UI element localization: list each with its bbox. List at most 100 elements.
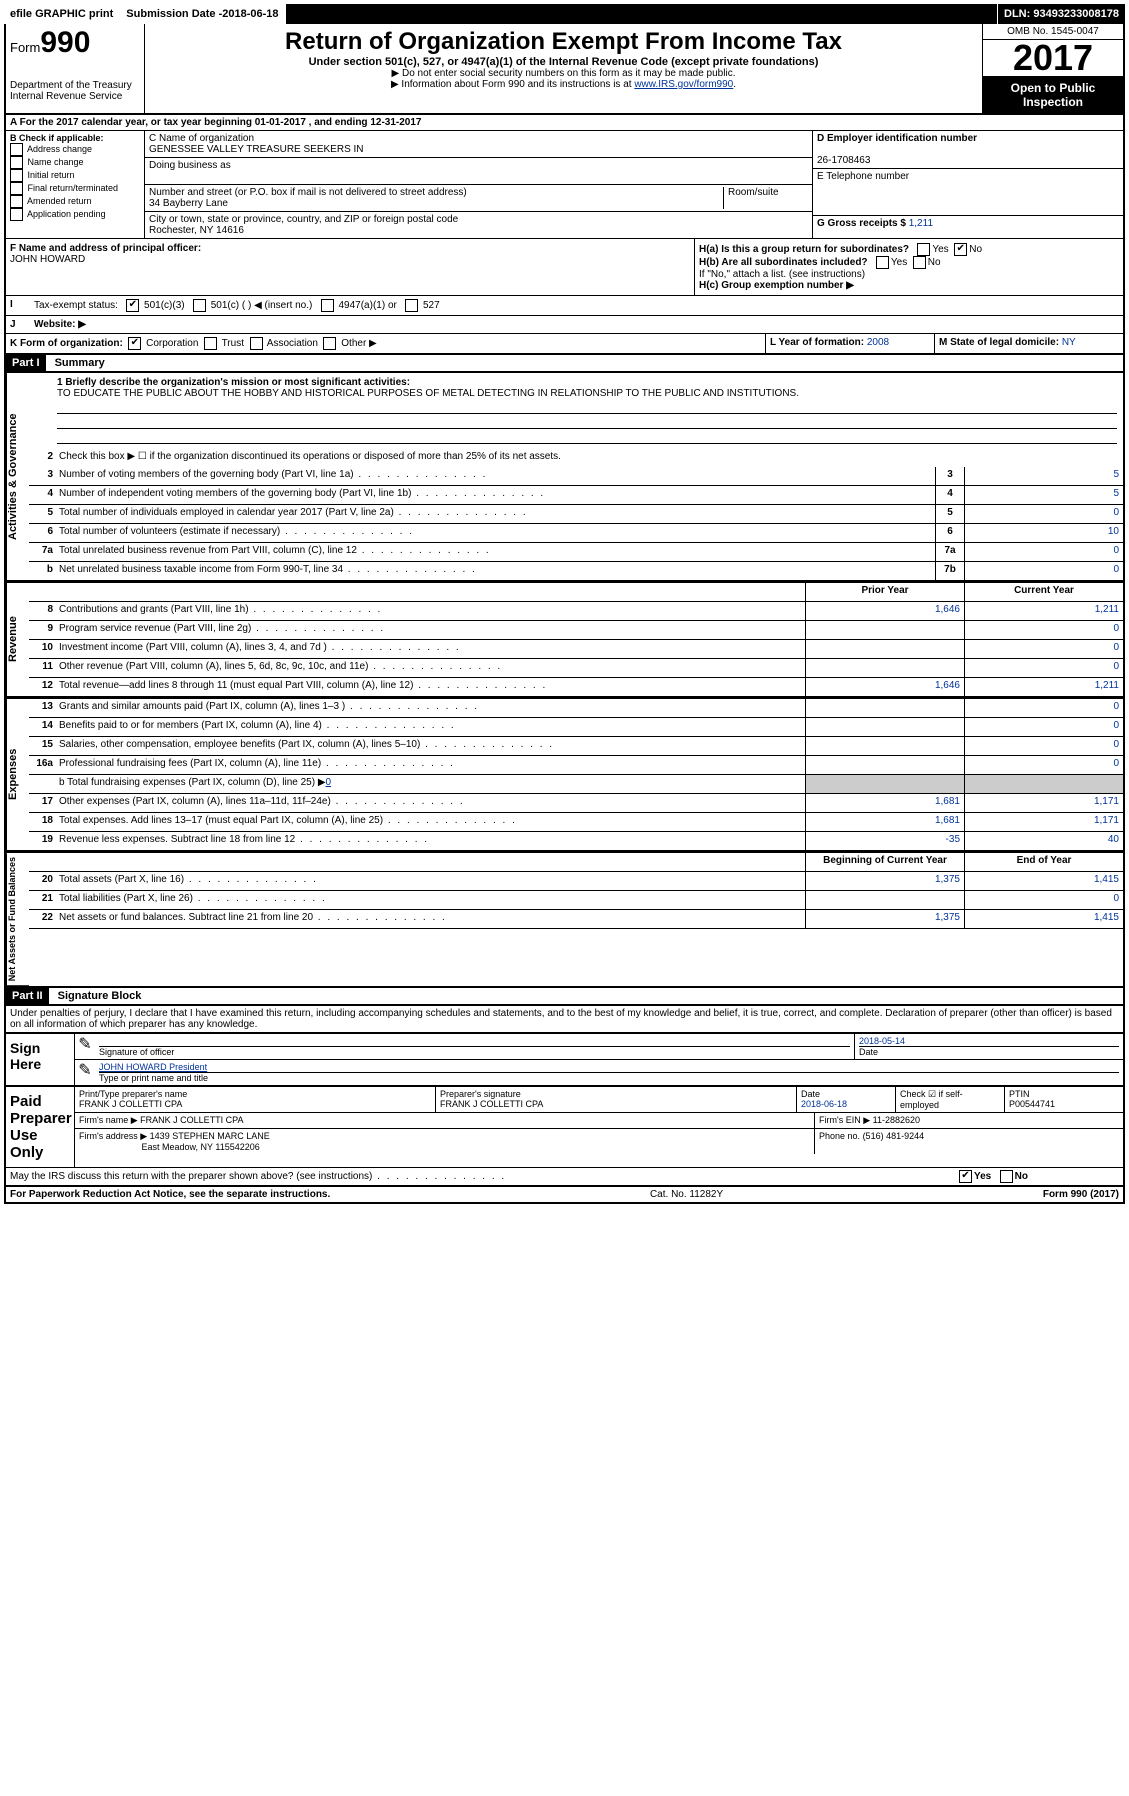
dba-label: Doing business as	[149, 160, 231, 171]
open-to-public: Open to Public Inspection	[983, 77, 1123, 113]
checkbox-501c3[interactable]	[126, 299, 139, 312]
checkbox-amended[interactable]	[10, 195, 23, 208]
box-h: H(a) Is this a group return for subordin…	[694, 239, 1123, 295]
paid-preparer-label: Paid Preparer Use Only	[6, 1087, 75, 1167]
header-right: OMB No. 1545-0047 2017 Open to Public In…	[982, 24, 1123, 113]
topbar-spacer	[286, 4, 998, 24]
checkbox-trust[interactable]	[204, 337, 217, 350]
perjury-statement: Under penalties of perjury, I declare th…	[6, 1006, 1123, 1033]
tax-year: 2017	[983, 40, 1123, 77]
top-bar: efile GRAPHIC print Submission Date - 20…	[4, 4, 1125, 24]
preparer-sig: FRANK J COLLETTI CPA	[440, 1099, 543, 1109]
sign-here-block: Sign Here ✎ Signature of officer 2018-05…	[6, 1033, 1123, 1086]
governance-tab: Activities & Governance	[6, 373, 29, 581]
identity-block: B Check if applicable: Address change Na…	[6, 131, 1123, 239]
checkbox-discuss-yes[interactable]	[959, 1170, 972, 1183]
checkbox-hb-no[interactable]	[913, 256, 926, 269]
efile-print-button[interactable]: efile GRAPHIC print	[4, 4, 120, 24]
gov-row: bNet unrelated business taxable income f…	[29, 562, 1123, 581]
checkbox-ha-no[interactable]	[954, 243, 967, 256]
addr-value: 34 Bayberry Lane	[149, 198, 228, 209]
row-j: J Website: ▶	[6, 316, 1123, 334]
irs-link[interactable]: www.IRS.gov/form990	[634, 79, 733, 90]
gov-row: 7aTotal unrelated business revenue from …	[29, 543, 1123, 562]
part-2-header: Part II Signature Block	[6, 986, 1123, 1006]
box-b: B Check if applicable: Address change Na…	[6, 131, 145, 238]
hc-label: H(c) Group exemption number ▶	[699, 280, 854, 291]
data-row: 11Other revenue (Part VIII, column (A), …	[29, 659, 1123, 678]
data-row: 20Total assets (Part X, line 16) 1,3751,…	[29, 872, 1123, 891]
checkbox-app-pending[interactable]	[10, 208, 23, 221]
mission-text: TO EDUCATE THE PUBLIC ABOUT THE HOBBY AN…	[57, 388, 799, 399]
pen-icon: ✎	[75, 1034, 95, 1059]
data-row: 10Investment income (Part VIII, column (…	[29, 640, 1123, 659]
checkbox-address-change[interactable]	[10, 143, 23, 156]
principal-officer: JOHN HOWARD	[10, 254, 85, 265]
box-c: C Name of organization GENESSEE VALLEY T…	[145, 131, 812, 238]
checkbox-final-return[interactable]	[10, 182, 23, 195]
checkbox-501c[interactable]	[193, 299, 206, 312]
expenses-tab: Expenses	[6, 699, 29, 851]
pen-icon: ✎	[75, 1060, 95, 1085]
prior-year-hdr: Prior Year	[805, 583, 964, 601]
gov-row: 3Number of voting members of the governi…	[29, 467, 1123, 486]
city-value: Rochester, NY 14616	[149, 225, 244, 236]
data-row: 12Total revenue—add lines 8 through 11 (…	[29, 678, 1123, 697]
officer-name[interactable]: JOHN HOWARD President	[99, 1062, 207, 1072]
checkbox-4947[interactable]	[321, 299, 334, 312]
page-footer: For Paperwork Reduction Act Notice, see …	[6, 1187, 1123, 1202]
gov-row: 6Total number of volunteers (estimate if…	[29, 524, 1123, 543]
form-title: Return of Organization Exempt From Incom…	[149, 28, 978, 56]
checkbox-ha-yes[interactable]	[917, 243, 930, 256]
firm-ein: 11-2882620	[873, 1115, 920, 1125]
row-fh: F Name and address of principal officer:…	[6, 239, 1123, 296]
firm-phone: (516) 481-9244	[863, 1131, 925, 1141]
year-formation: 2008	[867, 337, 889, 348]
fundraising-total: 0	[326, 777, 332, 788]
data-row: 21Total liabilities (Part X, line 26) 0	[29, 891, 1123, 910]
data-row: 14Benefits paid to or for members (Part …	[29, 718, 1123, 737]
form-note-2: ▶ Information about Form 990 and its ins…	[149, 79, 978, 90]
row-a-tax-year: A For the 2017 calendar year, or tax yea…	[6, 115, 1123, 131]
form-note-1: ▶ Do not enter social security numbers o…	[149, 68, 978, 79]
org-name: GENESSEE VALLEY TREASURE SEEKERS IN	[149, 144, 364, 155]
revenue-section: Revenue Prior Year Current Year 8Contrib…	[6, 581, 1123, 697]
current-year-hdr: Current Year	[964, 583, 1123, 601]
checkbox-corp[interactable]	[128, 337, 141, 350]
form-header: Form990 Department of the Treasury Inter…	[6, 24, 1123, 115]
data-row: 8Contributions and grants (Part VIII, li…	[29, 602, 1123, 621]
checkbox-assoc[interactable]	[250, 337, 263, 350]
room-suite: Room/suite	[723, 187, 808, 209]
checkbox-527[interactable]	[405, 299, 418, 312]
submission-date: Submission Date - 2018-06-18	[120, 4, 285, 24]
state-domicile: NY	[1062, 337, 1076, 348]
dln: DLN: 93493233008178	[998, 4, 1125, 24]
row-klm: K Form of organization: Corporation Trus…	[6, 334, 1123, 355]
netassets-tab: Net Assets or Fund Balances	[6, 853, 29, 986]
city-label: City or town, state or province, country…	[149, 214, 458, 225]
row-i: I Tax-exempt status: 501(c)(3) 501(c) ( …	[6, 296, 1123, 316]
data-row: 15Salaries, other compensation, employee…	[29, 737, 1123, 756]
form-ref: Form 990 (2017)	[1043, 1189, 1119, 1200]
checkbox-discuss-no[interactable]	[1000, 1170, 1013, 1183]
data-row: 17Other expenses (Part IX, column (A), l…	[29, 794, 1123, 813]
header-left: Form990 Department of the Treasury Inter…	[6, 24, 145, 113]
gov-row: 4Number of independent voting members of…	[29, 486, 1123, 505]
ein-value: 26-1708463	[817, 155, 870, 166]
box-f: F Name and address of principal officer:…	[6, 239, 694, 295]
gov-row: 5Total number of individuals employed in…	[29, 505, 1123, 524]
checkbox-name-change[interactable]	[10, 156, 23, 169]
box-de: D Employer identification number 26-1708…	[812, 131, 1123, 238]
box-b-title: B Check if applicable:	[10, 133, 104, 143]
firm-name: FRANK J COLLETTI CPA	[140, 1115, 243, 1125]
org-name-label: C Name of organization	[149, 133, 254, 144]
cat-no: Cat. No. 11282Y	[330, 1189, 1043, 1200]
submission-date-label: Submission Date -	[126, 8, 222, 20]
discuss-row: May the IRS discuss this return with the…	[6, 1168, 1123, 1187]
checkbox-initial-return[interactable]	[10, 169, 23, 182]
checkbox-hb-yes[interactable]	[876, 256, 889, 269]
preparer-name: FRANK J COLLETTI CPA	[79, 1099, 182, 1109]
data-row: 22Net assets or fund balances. Subtract …	[29, 910, 1123, 929]
header-mid: Return of Organization Exempt From Incom…	[145, 24, 982, 113]
checkbox-other[interactable]	[323, 337, 336, 350]
